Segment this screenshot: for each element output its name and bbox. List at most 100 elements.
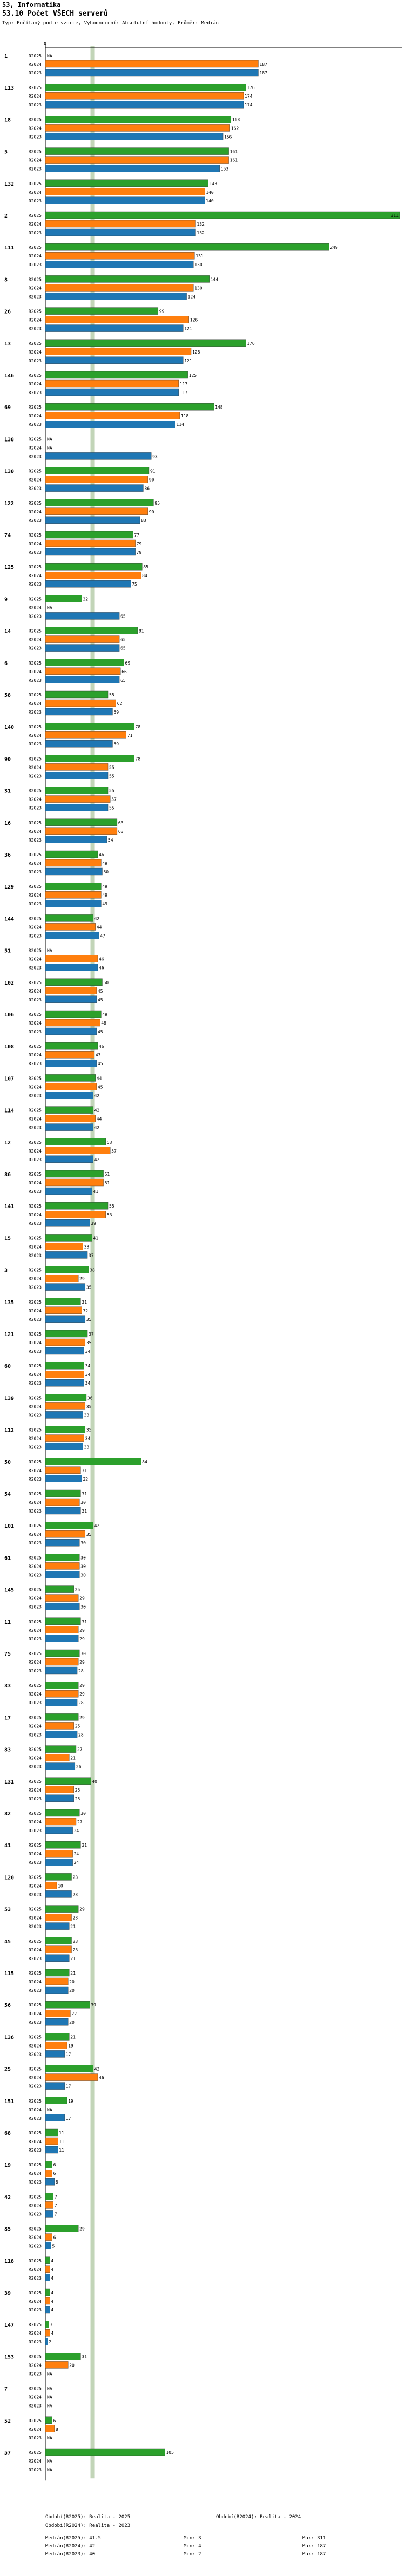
value-label: 84 bbox=[142, 573, 147, 578]
value-label: 3 bbox=[50, 2322, 52, 2327]
value-label: 49 bbox=[102, 1012, 107, 1017]
bar bbox=[45, 412, 180, 419]
series-label: R2025 bbox=[29, 2259, 42, 2263]
bar bbox=[45, 261, 194, 268]
value-label: 311 bbox=[391, 213, 399, 218]
value-label: 23 bbox=[73, 1892, 78, 1897]
bar bbox=[45, 1658, 79, 1666]
value-label: 45 bbox=[98, 1084, 103, 1089]
value-label: 55 bbox=[109, 806, 114, 811]
bar bbox=[45, 787, 109, 794]
value-label: 65 bbox=[120, 646, 126, 651]
value-label: 34 bbox=[85, 1381, 91, 1386]
bar bbox=[45, 1977, 69, 1985]
series-label: R2023 bbox=[29, 103, 42, 107]
bar bbox=[45, 147, 229, 155]
bar bbox=[45, 243, 329, 251]
value-label: 27 bbox=[77, 1747, 83, 1752]
group-label: 112 bbox=[4, 1428, 14, 1434]
series-label: R2024 bbox=[29, 1500, 42, 1505]
bar bbox=[45, 379, 179, 388]
value-label: 49 bbox=[102, 901, 107, 906]
series-label: R2024 bbox=[29, 1181, 42, 1185]
series-label: R2025 bbox=[29, 884, 42, 889]
series-label: R2023 bbox=[29, 2212, 42, 2216]
bar bbox=[45, 595, 82, 602]
value-label: 163 bbox=[232, 117, 240, 122]
bar bbox=[45, 2128, 58, 2137]
value-label: 148 bbox=[215, 405, 223, 410]
series-label: R2024 bbox=[29, 254, 42, 259]
value-label: 78 bbox=[136, 724, 141, 729]
value-label: 34 bbox=[85, 1436, 91, 1441]
bar bbox=[45, 995, 97, 1004]
bar bbox=[45, 1538, 80, 1547]
value-label: 20 bbox=[69, 1988, 75, 1993]
series-label: R2025 bbox=[29, 1747, 42, 1752]
bar bbox=[45, 156, 229, 164]
bar bbox=[45, 2306, 50, 2314]
value-label: 27 bbox=[77, 1820, 83, 1825]
series-label: R2024 bbox=[29, 573, 42, 578]
series-label: R2025 bbox=[29, 596, 42, 601]
group-label: 115 bbox=[4, 1971, 14, 1977]
bar bbox=[45, 2329, 50, 2337]
bar bbox=[45, 1786, 74, 1794]
series-label: R2025 bbox=[29, 2450, 42, 2455]
value-label: 31 bbox=[82, 1300, 87, 1305]
bar bbox=[45, 2073, 98, 2081]
bar bbox=[45, 2201, 53, 2209]
bar bbox=[45, 1338, 86, 1346]
value-label: 174 bbox=[245, 94, 253, 99]
group-label: 138 bbox=[4, 437, 14, 443]
series-label: R2024 bbox=[29, 2331, 42, 2336]
series-label: R2024 bbox=[29, 222, 42, 227]
bar bbox=[45, 211, 400, 219]
series-label: R2023 bbox=[29, 966, 42, 971]
bar bbox=[45, 1635, 79, 1643]
value-label: 49 bbox=[102, 893, 107, 898]
series-label: R2024 bbox=[29, 1309, 42, 1313]
series-label: R2025 bbox=[29, 85, 42, 90]
value-label: 121 bbox=[184, 327, 192, 331]
bar bbox=[45, 955, 98, 962]
value-label: 32 bbox=[83, 1309, 88, 1313]
bar bbox=[45, 2256, 50, 2264]
series-label: R2025 bbox=[29, 1460, 42, 1465]
bar bbox=[45, 188, 205, 195]
bar bbox=[45, 69, 259, 77]
series-label: R2025 bbox=[29, 2003, 42, 2008]
value-label: 30 bbox=[80, 1605, 86, 1610]
bar bbox=[45, 220, 196, 228]
series-label: R2023 bbox=[29, 486, 42, 491]
value-label: 23 bbox=[73, 1939, 78, 1944]
bar bbox=[45, 1178, 104, 1187]
bar bbox=[45, 667, 121, 675]
series-label: R2025 bbox=[29, 756, 42, 761]
series-label: R2024 bbox=[29, 1212, 42, 1217]
series-label: R2025 bbox=[29, 1236, 42, 1240]
value-label: 84 bbox=[142, 1460, 147, 1465]
series-label: R2025 bbox=[29, 1204, 42, 1209]
footer-min-2025: Min: 3 bbox=[184, 2536, 201, 2541]
group-label: 75 bbox=[4, 1651, 11, 1657]
value-label: 10 bbox=[58, 1883, 63, 1888]
series-label: R2024 bbox=[29, 1436, 42, 1441]
bar bbox=[45, 1443, 83, 1450]
series-label: R2025 bbox=[29, 2387, 42, 2391]
value-label: 28 bbox=[78, 1700, 84, 1705]
value-label: 31 bbox=[82, 1509, 87, 1514]
group-label: 121 bbox=[4, 1332, 14, 1338]
value-label: 23 bbox=[73, 1948, 78, 1953]
group-label: 56 bbox=[4, 2003, 11, 2009]
group-label: 11 bbox=[4, 1619, 11, 1625]
series-label: R2024 bbox=[29, 382, 42, 387]
footer-median-2025: Medián(R2025): 41.5 bbox=[45, 2536, 101, 2541]
value-label: 153 bbox=[221, 167, 229, 172]
value-label: 35 bbox=[86, 1317, 92, 1322]
bar bbox=[45, 1092, 93, 1099]
value-label: 45 bbox=[98, 989, 103, 994]
series-label: R2023 bbox=[29, 2148, 42, 2153]
value-label: 29 bbox=[79, 1692, 85, 1697]
footer-median-2024: Medián(R2024): 42 bbox=[45, 2544, 96, 2549]
